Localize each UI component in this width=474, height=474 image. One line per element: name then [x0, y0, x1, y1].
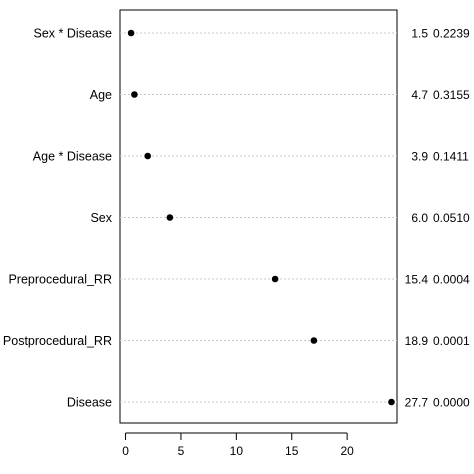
data-point: [310, 337, 318, 344]
data-point: [388, 398, 395, 406]
x-tick-label: 5: [178, 444, 185, 458]
chisq-value: 6.0: [411, 211, 428, 225]
p-value: 0.0001: [433, 334, 470, 348]
p-value: 0.0004: [433, 273, 470, 287]
data-point: [127, 29, 135, 37]
p-value: 0.0000: [433, 396, 470, 410]
chisq-value: 15.4: [405, 273, 429, 287]
x-tick-label: 0: [122, 444, 129, 458]
chisq-value: 3.9: [411, 150, 428, 164]
p-value: 0.1411: [433, 150, 469, 164]
chisq-value: 27.7: [405, 396, 429, 410]
row-label: Preprocedural_RR: [8, 273, 112, 287]
chisq-value: 18.9: [405, 334, 429, 348]
row-label: Age * Disease: [33, 150, 112, 164]
data-point: [271, 275, 279, 283]
x-tick-label: 15: [285, 444, 299, 458]
row-label: Postprocedural_RR: [3, 334, 112, 348]
plot-frame: [119, 9, 398, 424]
p-value: 0.2239: [433, 27, 470, 41]
row-label: Sex: [90, 211, 112, 225]
data-point: [166, 214, 174, 221]
data-point: [144, 152, 151, 160]
p-value: 0.0510: [433, 211, 470, 225]
row-label: Sex * Disease: [33, 27, 112, 41]
p-value: 0.3155: [433, 88, 470, 102]
data-point: [131, 91, 138, 98]
row-label: Age: [90, 88, 112, 102]
chisq-value: 1.5: [411, 27, 428, 41]
row-label: Disease: [67, 396, 112, 410]
x-tick-label: 20: [340, 444, 354, 458]
chisq-value: 4.7: [411, 88, 428, 102]
x-tick-label: 10: [230, 444, 244, 458]
